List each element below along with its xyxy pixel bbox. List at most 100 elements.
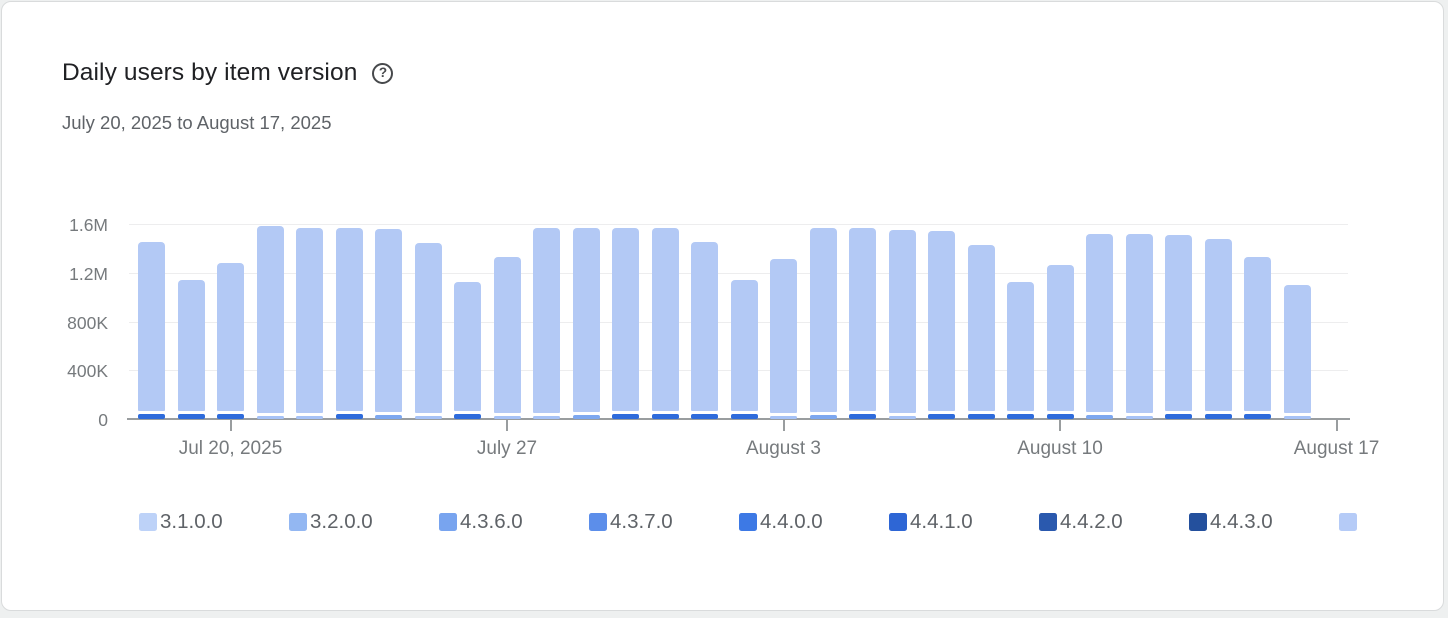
help-icon[interactable]: ?	[372, 62, 394, 84]
bar-segment-bottom	[414, 416, 442, 419]
bar-segment-main	[809, 228, 837, 412]
bar-day-2[interactable]	[177, 280, 205, 419]
bar-day-24[interactable]	[1046, 265, 1074, 419]
legend-label: 4.3.6.0	[460, 510, 523, 533]
y-axis-label: 1.6M	[69, 215, 108, 235]
legend-label: 4.4.1.0	[910, 510, 973, 533]
bar-segment-main	[967, 245, 995, 411]
bar-day-22[interactable]	[967, 245, 995, 419]
bar-day-20[interactable]	[888, 230, 916, 419]
bar-day-3[interactable]	[217, 263, 244, 419]
legend-swatch	[1339, 513, 1357, 531]
legend-item-extra	[1339, 507, 1360, 537]
bar-segment-bottom	[967, 414, 995, 419]
bar-day-29[interactable]	[1244, 257, 1271, 419]
bar-day-28[interactable]	[1204, 239, 1232, 419]
bar-day-18[interactable]	[809, 228, 837, 419]
bar-day-11[interactable]	[533, 228, 560, 419]
bar-segment-main	[177, 280, 205, 411]
bar-segment-main	[572, 228, 600, 412]
legend-item-4.4.1.0: 4.4.1.0	[889, 507, 973, 537]
bar-segment-bottom	[572, 415, 600, 419]
y-axis-label: 400K	[67, 361, 108, 382]
bar-segment-main	[1204, 239, 1232, 411]
bar-day-27[interactable]	[1165, 235, 1192, 419]
bar-day-9[interactable]	[454, 282, 481, 419]
bar-segment-main	[849, 228, 876, 411]
bar-segment-main	[1244, 257, 1271, 411]
bar-segment-main	[493, 257, 521, 413]
bar-day-1[interactable]	[138, 242, 165, 419]
bar-segment-main	[414, 243, 442, 413]
bar-day-8[interactable]	[414, 243, 442, 419]
bar-day-30[interactable]	[1283, 285, 1311, 419]
bar-segment-bottom	[1244, 414, 1271, 419]
legend-label: 3.1.0.0	[160, 510, 223, 533]
bar-day-25[interactable]	[1086, 234, 1113, 419]
gridline	[129, 224, 1348, 225]
bar-day-14[interactable]	[651, 228, 679, 419]
y-axis-label: 1.2M	[69, 263, 108, 284]
bar-segment-bottom	[612, 414, 639, 419]
x-axis-tick	[1335, 420, 1338, 431]
bar-segment-bottom	[1283, 416, 1311, 419]
bar-segment-bottom	[888, 416, 916, 419]
bar-segment-main	[217, 263, 244, 411]
bar-segment-main	[335, 228, 363, 411]
bar-segment-bottom	[1125, 416, 1153, 419]
x-axis-label: July 27	[476, 438, 538, 459]
legend-swatch	[139, 513, 157, 531]
bar-day-23[interactable]	[1007, 282, 1034, 419]
legend-label: 3.2.0.0	[310, 510, 373, 533]
bar-segment-bottom	[809, 415, 837, 419]
legend-swatch	[289, 513, 307, 531]
bar-day-12[interactable]	[572, 228, 600, 419]
x-axis-label: August 17	[1293, 438, 1380, 459]
legend-label: 4.3.7.0	[610, 510, 673, 533]
bar-segment-main	[1086, 234, 1113, 412]
y-axis-label: 800K	[67, 312, 108, 333]
bar-day-6[interactable]	[335, 228, 363, 419]
bar-day-21[interactable]	[928, 231, 955, 419]
chart-area: 1.6M 1.2M 800K 400K 0 Jul 20, 2025 July 27 Augu…	[2, 2, 1443, 610]
bar-segment-bottom	[1046, 414, 1074, 419]
legend-item-4.4.3.0: 4.4.3.0	[1189, 507, 1273, 537]
chart-legend: 3.1.0.0 3.2.0.0 4.3.6.0 4.3.7.0 4.4.0.0 4.4.1…	[2, 507, 1443, 541]
bar-day-16[interactable]	[730, 280, 758, 419]
bar-segment-bottom	[296, 416, 323, 419]
x-axis-line	[127, 418, 1350, 420]
bar-segment-bottom	[1086, 415, 1113, 419]
x-axis-tick	[229, 420, 232, 431]
bar-segment-main	[375, 229, 402, 412]
legend-item-4.4.0.0: 4.4.0.0	[739, 507, 823, 537]
legend-label: 4.4.0.0	[760, 510, 823, 533]
bar-segment-main	[138, 242, 165, 411]
bar-day-19[interactable]	[849, 228, 876, 419]
x-axis-label: August 10	[1017, 438, 1103, 459]
bar-day-5[interactable]	[296, 228, 323, 419]
x-axis-label: August 3	[746, 438, 821, 459]
bar-segment-bottom	[849, 414, 876, 419]
legend-swatch	[739, 513, 757, 531]
bar-segment-bottom	[770, 416, 797, 419]
bar-day-10[interactable]	[493, 257, 521, 419]
bar-segment-bottom	[928, 414, 955, 419]
bar-segment-bottom	[691, 414, 718, 419]
bar-day-4[interactable]	[256, 226, 284, 419]
bar-day-7[interactable]	[375, 229, 402, 419]
bar-segment-main	[1007, 282, 1034, 411]
bar-day-15[interactable]	[691, 242, 718, 419]
bar-day-26[interactable]	[1125, 234, 1153, 419]
bar-segment-bottom	[730, 414, 758, 419]
bar-segment-bottom	[256, 416, 284, 419]
legend-swatch	[589, 513, 607, 531]
bar-day-13[interactable]	[612, 228, 639, 419]
legend-swatch	[1189, 513, 1207, 531]
bar-day-17[interactable]	[770, 259, 797, 419]
gridline	[129, 272, 1348, 274]
legend-label: 4.4.3.0	[1210, 510, 1273, 533]
bar-segment-main	[1165, 235, 1192, 411]
legend-swatch	[439, 513, 457, 531]
legend-item-3.2.0.0: 3.2.0.0	[289, 507, 373, 537]
